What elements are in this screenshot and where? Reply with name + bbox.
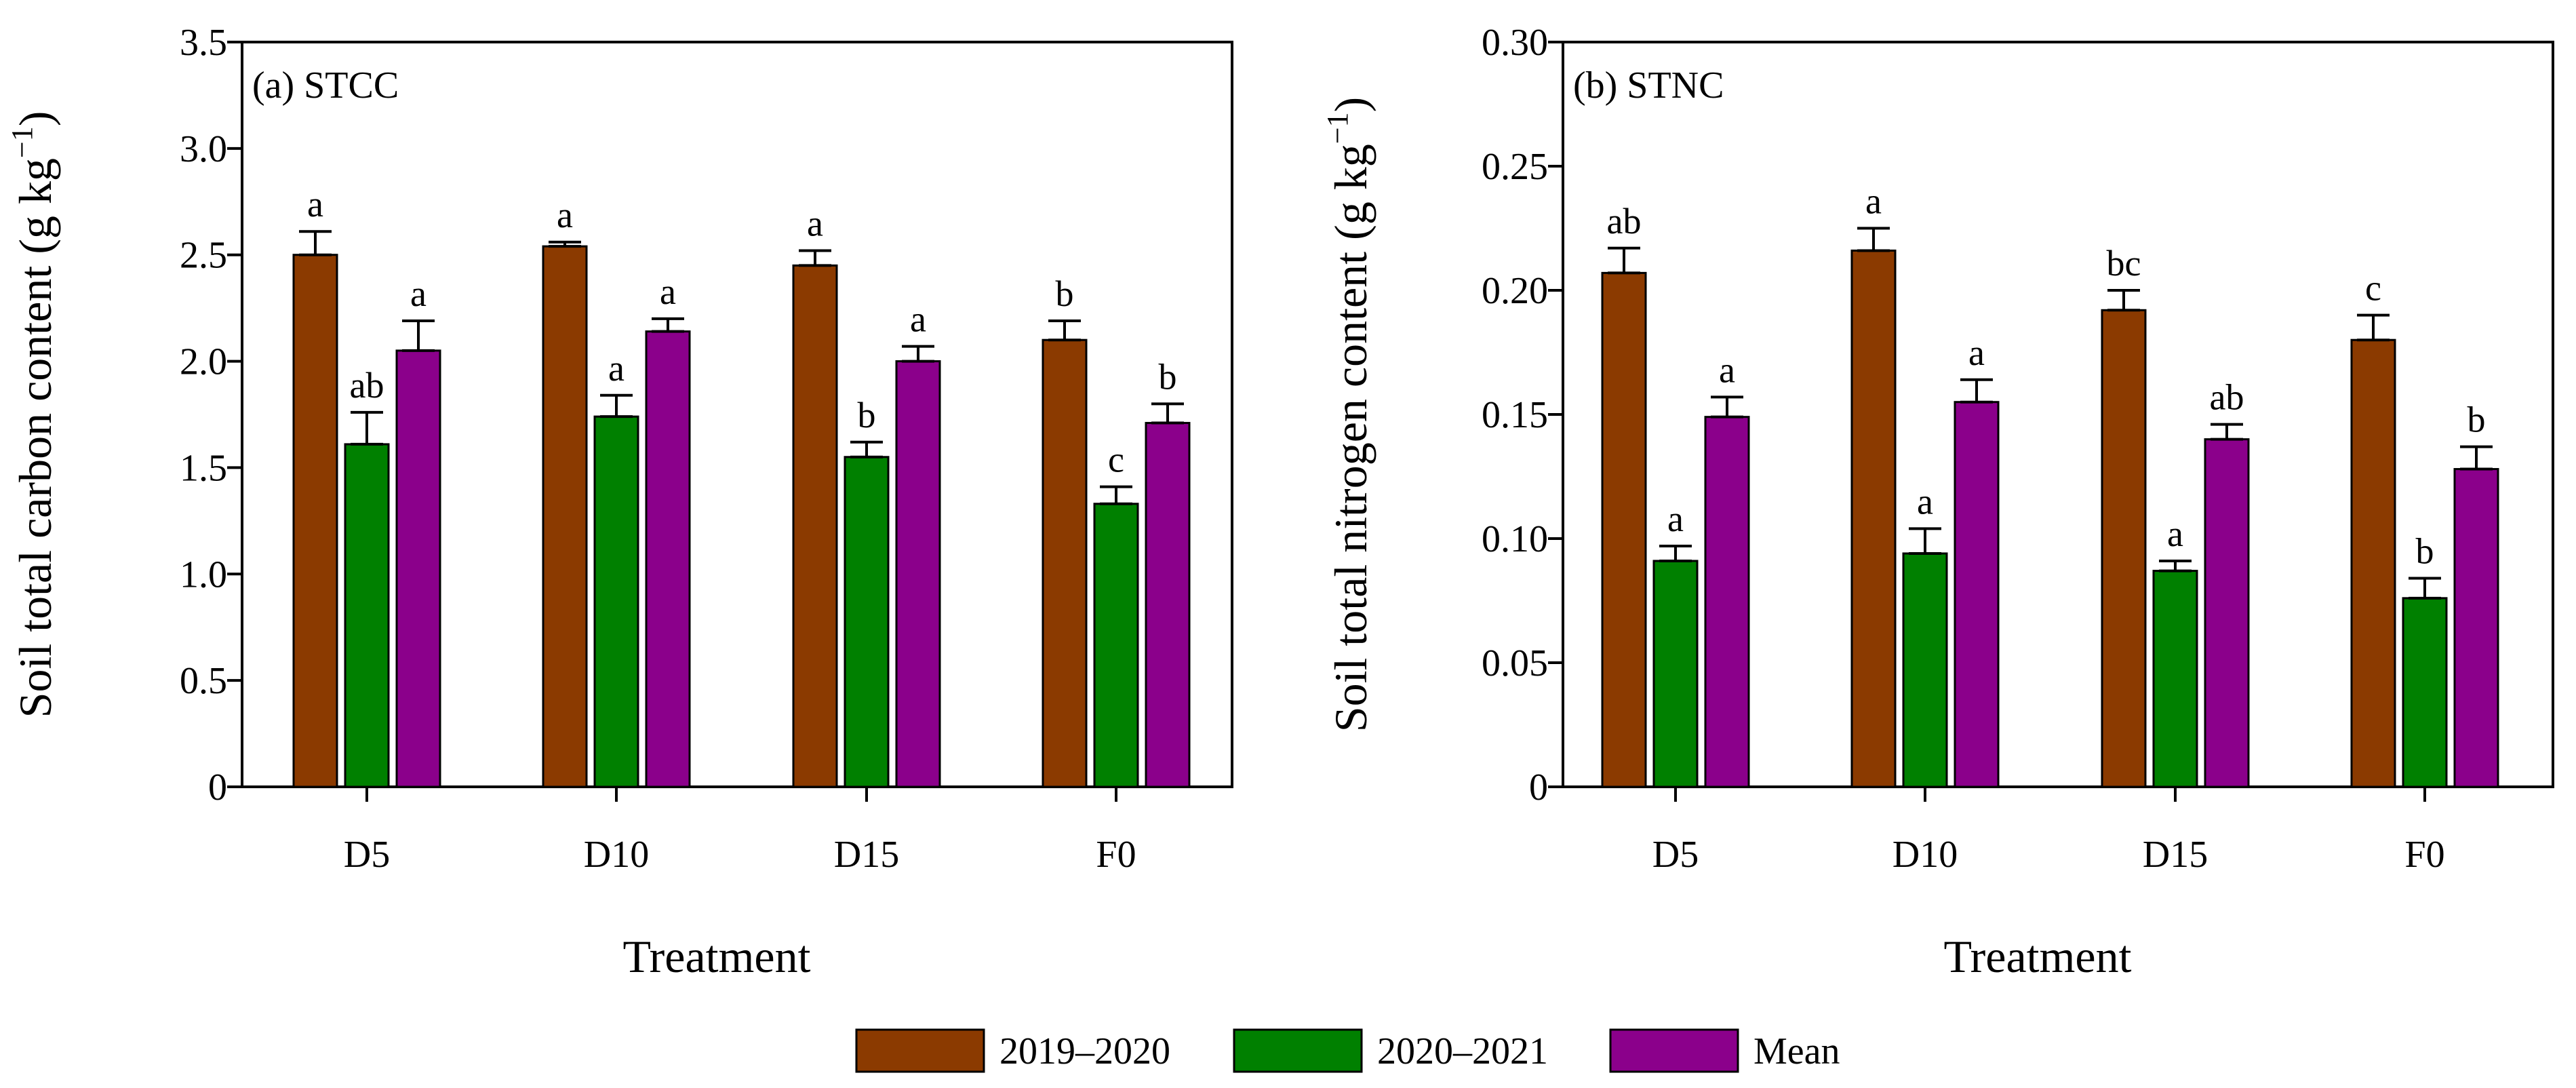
significance-letter: b — [2468, 400, 2486, 440]
significance-letter: b — [858, 395, 876, 435]
significance-letter: a — [1667, 499, 1684, 539]
panel-label: (a) STCC — [252, 64, 399, 106]
significance-letter: b — [2416, 531, 2434, 572]
significance-letter: a — [608, 348, 625, 389]
bar — [2350, 338, 2396, 788]
legend-swatch — [1233, 1028, 1363, 1073]
y-axis-title-text: Soil total carbon content — [9, 254, 61, 718]
x-axis-title: Treatment — [622, 931, 810, 982]
x-tick-label: D5 — [344, 834, 390, 876]
legend: 2019–2020 2020–2021 Mean — [855, 1028, 1840, 1073]
y-tick-label: 2.5 — [180, 235, 227, 277]
x-tick-label: D5 — [1652, 834, 1699, 876]
y-tick-label: 0.30 — [1482, 22, 1548, 64]
y-tick-label: 0.05 — [1482, 642, 1548, 684]
significance-letter: ab — [350, 365, 384, 406]
x-tick-label: D10 — [584, 834, 649, 876]
significance-letter: c — [1108, 440, 1124, 480]
bar — [2204, 438, 2250, 788]
x-tick-label: D15 — [834, 834, 899, 876]
y-tick-label: 0.20 — [1482, 270, 1548, 312]
y-tick-label: 1.5 — [180, 447, 227, 489]
y-tick-label: 2.0 — [180, 341, 227, 383]
significance-letter: bc — [2107, 243, 2141, 284]
significance-letter: a — [910, 299, 926, 340]
bar — [1652, 560, 1699, 788]
x-tick-label: D15 — [2143, 834, 2208, 876]
y-tick-label: 0.10 — [1482, 518, 1548, 560]
bar — [1902, 552, 1948, 788]
y-axis-unit: (g kg — [9, 158, 61, 254]
bar — [2453, 468, 2499, 788]
y-tick-label: 0.15 — [1482, 394, 1548, 436]
bar — [2152, 570, 2198, 788]
y-tick-label: 1.0 — [180, 553, 227, 596]
bar — [1850, 249, 1897, 788]
plot-frame — [241, 41, 1233, 788]
y-tick-label: 0.25 — [1482, 146, 1548, 188]
bar — [645, 330, 691, 788]
bar — [542, 245, 588, 788]
y-axis-title-text: Soil total nitrogen content — [1325, 240, 1376, 732]
y-axis-title: Soil total carbon content (g kg−1) — [5, 111, 61, 718]
bar — [2101, 309, 2147, 788]
bar — [1704, 416, 1750, 788]
x-axis-title: Treatment — [1943, 931, 2131, 982]
significance-letter: a — [557, 195, 573, 235]
significance-letter: b — [1056, 273, 1074, 314]
y-tick-label: 3.0 — [180, 128, 227, 170]
y-axis-title: Soil total nitrogen content (g kg−1) — [1321, 97, 1376, 732]
x-tick-label: D10 — [1893, 834, 1958, 876]
bar — [1145, 422, 1191, 788]
significance-letter: b — [1159, 356, 1177, 397]
panel-label: (b) STNC — [1573, 64, 1724, 106]
significance-letter: a — [1968, 332, 1985, 373]
y-tick-label: 0 — [208, 766, 227, 809]
bar — [344, 443, 390, 788]
legend-label: 2019–2020 — [999, 1030, 1170, 1072]
y-axis-unit-exponent: −1 — [5, 126, 39, 158]
bar — [1042, 338, 1088, 788]
x-tick-label: F0 — [1096, 834, 1136, 876]
x-tick-label: F0 — [2404, 834, 2444, 876]
significance-letter: a — [660, 271, 676, 312]
bar — [593, 415, 639, 788]
bar — [792, 264, 838, 788]
significance-letter: a — [307, 184, 323, 225]
bar — [1093, 503, 1139, 788]
legend-swatch — [1609, 1028, 1739, 1073]
bar — [1954, 401, 2000, 788]
y-tick-label: 3.5 — [180, 22, 227, 64]
bar — [895, 360, 941, 788]
y-axis-unit: (g kg — [1325, 144, 1376, 240]
bar — [1601, 271, 1647, 788]
y-tick-label: 0 — [1529, 766, 1548, 809]
bar — [395, 349, 441, 788]
significance-letter: ab — [2210, 377, 2244, 418]
legend-swatch — [855, 1028, 985, 1073]
bar — [2402, 597, 2448, 788]
significance-letter: ab — [1607, 201, 1642, 241]
y-axis-unit-close: ) — [1325, 97, 1376, 113]
significance-letter: a — [2167, 513, 2183, 554]
legend-label: Mean — [1753, 1030, 1840, 1072]
y-axis-unit-close: ) — [9, 111, 61, 127]
significance-letter: a — [1719, 349, 1735, 390]
significance-letter: c — [2365, 268, 2381, 309]
y-axis-unit-exponent: −1 — [1321, 112, 1354, 144]
y-tick-label: 0.5 — [180, 660, 227, 702]
bar — [844, 456, 890, 788]
significance-letter: a — [807, 203, 823, 244]
legend-label: 2020–2021 — [1377, 1030, 1548, 1072]
significance-letter: a — [1917, 481, 1933, 522]
significance-letter: a — [410, 273, 427, 314]
significance-letter: a — [1865, 181, 1882, 222]
bar — [292, 254, 338, 788]
